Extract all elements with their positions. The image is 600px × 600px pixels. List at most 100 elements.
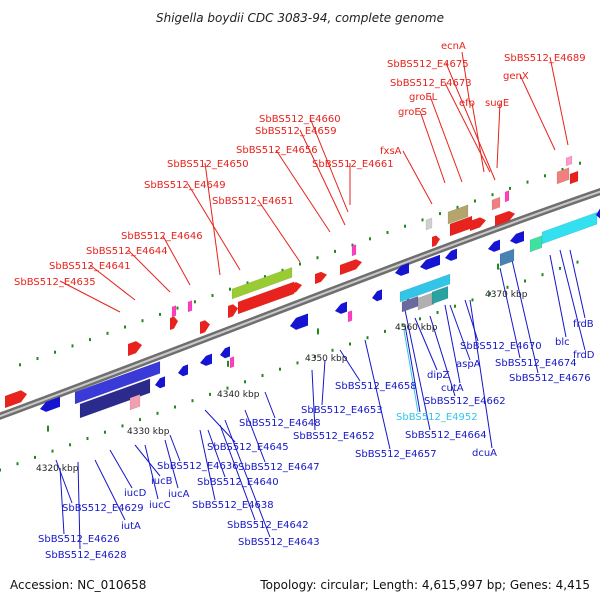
connector-line [471,102,485,173]
tick-label-4370: 4370 kbp [485,290,528,300]
reverse-gene-arrow [290,313,308,330]
connector-line [339,349,361,382]
connector-line [559,249,586,351]
gene-label: SbBS512_E4626 [38,534,120,545]
gene-label: genX [503,71,529,82]
gene-features [5,155,600,419]
gene-label: SbBS512_E4643 [238,537,320,548]
connector-line [207,429,226,478]
connector-line [461,51,471,106]
connector-line [569,249,586,319]
forward-gene-arrow [170,316,178,330]
gene-label: SbBS512_E4673 [390,78,472,89]
forward-gene-arrow [128,341,142,356]
gene-label: iucD [124,488,147,499]
reverse-gene-arrow [335,301,347,314]
reverse-gene-arrow [155,376,165,389]
gene-label: SbBS512_E4650 [167,159,249,170]
connector-line [55,459,73,504]
gene-label: SbBS512_E4675 [387,59,469,70]
gene-label: SbBS512_E4653 [301,405,383,416]
connector-line [219,424,256,521]
connector-line [199,429,216,501]
reverse-gene-arrow [488,239,500,252]
gene-label: SbBS512_E4648 [239,418,321,429]
gene-block [351,244,357,257]
connector-line [419,110,446,184]
gene-label: SbBS512_E4635 [14,277,96,288]
reverse-gene-arrow [510,230,524,244]
gene-label: SbBS512_E4638 [192,500,274,511]
connector-line [59,467,65,535]
forward-gene-arrow [315,271,327,284]
gene-label: SbBS512_E4660 [259,114,341,125]
gene-block [541,211,598,245]
connector-line [549,254,567,338]
gene-label: SbBS512_E4657 [355,449,437,460]
map-title: Shigella boydii CDC 3083-94, complete ge… [156,11,444,25]
reverse-gene-arrow [372,289,382,302]
accession-text: Accession: NC_010658 [10,578,147,592]
forward-gene-arrow [5,390,27,408]
connector-line [77,461,81,550]
gene-block [231,267,293,300]
connector-line [321,359,326,406]
gene-label: SbBS512_E4658 [335,381,417,392]
gene-label: SbBS512_E4676 [509,373,591,384]
gene-label: SbBS512_E4664 [405,430,487,441]
connector-line [499,267,521,359]
gene-label: SbBS512_E4661 [312,159,394,170]
reverse-gene-arrow [200,353,212,366]
connector-line [429,95,463,183]
connector-line [469,299,493,449]
gene-block [129,394,141,411]
gene-label: SbBS512_E4628 [45,550,127,561]
reverse-gene-arrow [220,346,230,359]
gene-block [565,155,573,167]
gene-block [431,285,449,305]
reverse-gene-arrow [40,396,60,412]
reverse-gene-arrow [395,262,409,276]
gene-label: SbBS512_E4649 [144,180,226,191]
gene-block [237,281,295,315]
tick-label-4350: 4350 kbp [305,354,348,364]
connector-line [162,235,191,286]
gene-block [171,305,177,318]
gene-label: sugE [485,98,509,109]
connector-line [364,339,391,450]
gene-label: SbBS512_E4652 [293,431,375,442]
forward-gene-arrow [288,282,302,295]
gene-label: SbBS512_E4645 [207,442,289,453]
gene-block [569,170,579,185]
gene-label: iucA [168,489,190,500]
connector-line [299,129,346,226]
connector-line [275,149,331,233]
tick-label-4360: 4360 kbp [395,323,438,333]
gene-label: SbBS512_E4642 [227,520,309,531]
gene-block [417,291,435,311]
gene-block [529,235,543,253]
gene-block [399,273,451,303]
gene-label: SbBS512_E4689 [504,53,586,64]
gene-block [499,248,515,267]
gene-label: SbBS512_E4640 [197,477,279,488]
gene-label: dipZ [427,370,449,381]
reverse-gene-arrow [445,248,457,261]
gene-label: frdD [573,350,595,361]
tick-label-4320: 4320 kbp [36,464,79,474]
connector-line [94,459,126,521]
gene-block [79,378,151,419]
gene-label: cutA [441,383,464,394]
reverse-gene-arrow [596,208,600,219]
gene-label: groEL [409,92,438,103]
connector-line [264,391,276,419]
connector-line [127,249,171,293]
gene-label: iucC [149,500,171,511]
gene-label: SbBS512_E4646 [121,231,203,242]
forward-gene-arrow [340,259,362,275]
connector-line [257,199,301,263]
connector-line [404,324,421,413]
connector-line [311,369,316,431]
gene-label: iutA [121,521,141,532]
